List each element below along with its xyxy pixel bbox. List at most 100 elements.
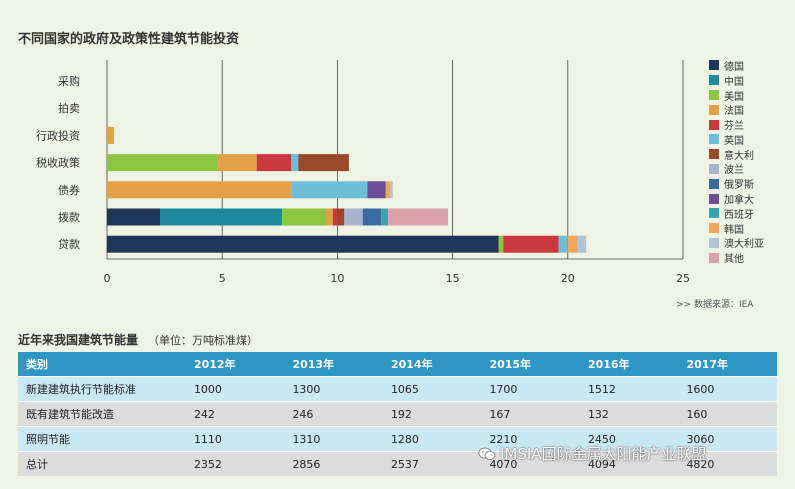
legend-swatch [709, 149, 719, 160]
table-header-row: 类别 2012年 2013年 2014年 2015年 2016年 2017年 [18, 352, 777, 377]
y-category-label: 采购 [58, 74, 80, 88]
legend-label: 韩国 [724, 224, 744, 236]
table-cell: 总计 [18, 451, 186, 476]
table-cell: 160 [678, 401, 777, 427]
bar-segment [107, 235, 499, 253]
bar-segment [107, 154, 218, 172]
bar-segment [217, 154, 257, 172]
table-cell: 2210 [481, 426, 580, 452]
legend-swatch [709, 60, 719, 71]
bar-segment [498, 235, 504, 253]
legend-item: 俄罗斯 [709, 176, 764, 191]
y-category-label: 债券 [58, 183, 80, 197]
source-note: >> 数据来源：IEA [676, 300, 754, 310]
wechat-icon [478, 447, 496, 460]
legend-label: 西班牙 [724, 209, 754, 221]
table-cell: 4820 [678, 451, 777, 476]
x-tick-label: 10 [330, 272, 344, 285]
bar-segment [298, 154, 349, 172]
y-category-label: 税收政策 [36, 156, 80, 170]
table-cell: 132 [579, 401, 679, 427]
header-2015: 2015年 [481, 352, 580, 377]
legend-swatch [709, 75, 719, 86]
legend-label: 美国 [724, 91, 744, 103]
table-row: 照明节能 1110 1310 1280 2210 2450 3060 [18, 426, 777, 452]
table-cell: 2537 [382, 451, 482, 476]
bar-segment [107, 126, 114, 144]
legend-item: 意大利 [709, 147, 764, 162]
energy-saving-table: 类别 2012年 2013年 2014年 2015年 2016年 2017年 新… [18, 352, 777, 476]
legend-item: 中国 [709, 73, 764, 88]
table-title: 近年来我国建筑节能量 （单位：万吨标准煤） [18, 331, 258, 348]
y-category-label: 贷款 [58, 237, 80, 251]
legend-swatch [709, 208, 719, 219]
bar-segment [107, 181, 292, 199]
legend-label: 其他 [724, 254, 744, 266]
table-unit: （单位：万吨标准煤） [148, 334, 259, 347]
table-cell: 1310 [284, 426, 383, 452]
table-cell: 1110 [185, 426, 285, 452]
legend-item: 其他 [709, 250, 764, 265]
legend-item: 澳大利亚 [709, 236, 764, 250]
legend-item: 英国 [709, 132, 764, 147]
table-cell: 既有建筑节能改造 [18, 401, 186, 427]
bar-segment [291, 181, 368, 199]
legend-swatch [709, 89, 719, 100]
bar-segment [367, 181, 386, 199]
x-tick-label: 0 [104, 272, 111, 285]
bar-segment [390, 181, 393, 199]
bar-segment [567, 235, 578, 253]
bar-segment [558, 235, 568, 253]
legend-swatch [709, 134, 719, 145]
legend-item: 美国 [709, 88, 764, 103]
table-cell: 1512 [579, 376, 679, 402]
bar-segment [503, 235, 559, 253]
legend-item: 西班牙 [709, 206, 764, 221]
table-title-text: 近年来我国建筑节能量 [18, 333, 139, 347]
legend-label: 英国 [724, 135, 744, 147]
legend-item: 法国 [709, 102, 764, 117]
x-tick-label: 20 [561, 272, 575, 285]
legend-item: 波兰 [709, 162, 764, 176]
bar-segment [159, 208, 283, 226]
legend-item: 德国 [709, 58, 764, 73]
y-category-label: 行政投资 [36, 128, 80, 142]
table-cell: 1700 [481, 376, 580, 402]
legend-label: 法国 [724, 106, 744, 118]
bar-segment [344, 208, 363, 226]
table-cell: 3060 [678, 426, 777, 452]
table-cell: 1600 [678, 376, 777, 402]
bar-segment [325, 208, 333, 226]
legend-label: 德国 [724, 61, 744, 73]
legend-swatch [709, 119, 719, 130]
legend-swatch [709, 237, 719, 248]
y-category-label: 拍卖 [58, 101, 80, 115]
x-tick-label: 5 [219, 272, 226, 285]
y-category-label: 拨款 [58, 210, 80, 224]
chart-legend: 德国 中国 美国 法国 芬兰 英国 意大利 波兰 俄罗斯 加拿大 西班牙 韩国 澳大利亚 其他 [709, 58, 764, 265]
x-tick-label: 15 [446, 272, 460, 285]
legend-swatch [709, 223, 719, 234]
bar-segment [385, 181, 391, 199]
table-cell: 4094 [579, 451, 679, 476]
bar-segment [362, 208, 382, 226]
legend-swatch [709, 163, 719, 174]
bar-segment [291, 154, 299, 172]
chart-bars [107, 126, 587, 253]
bar-segment [282, 208, 326, 226]
legend-label: 意大利 [724, 150, 754, 162]
table-cell: 2352 [185, 451, 285, 476]
table-cell: 1280 [382, 426, 482, 452]
table-cell: 192 [382, 401, 482, 427]
legend-swatch [709, 104, 719, 115]
bar-segment [381, 208, 389, 226]
watermark-text: IMSIA国际金属太阳能产业联盟 [500, 445, 707, 463]
bar-segment [332, 208, 338, 226]
table-cell: 照明节能 [18, 426, 186, 452]
legend-item: 加拿大 [709, 191, 764, 206]
legend-label: 俄罗斯 [724, 180, 754, 192]
bar-segment [107, 208, 160, 226]
x-tick-label: 25 [676, 272, 690, 285]
